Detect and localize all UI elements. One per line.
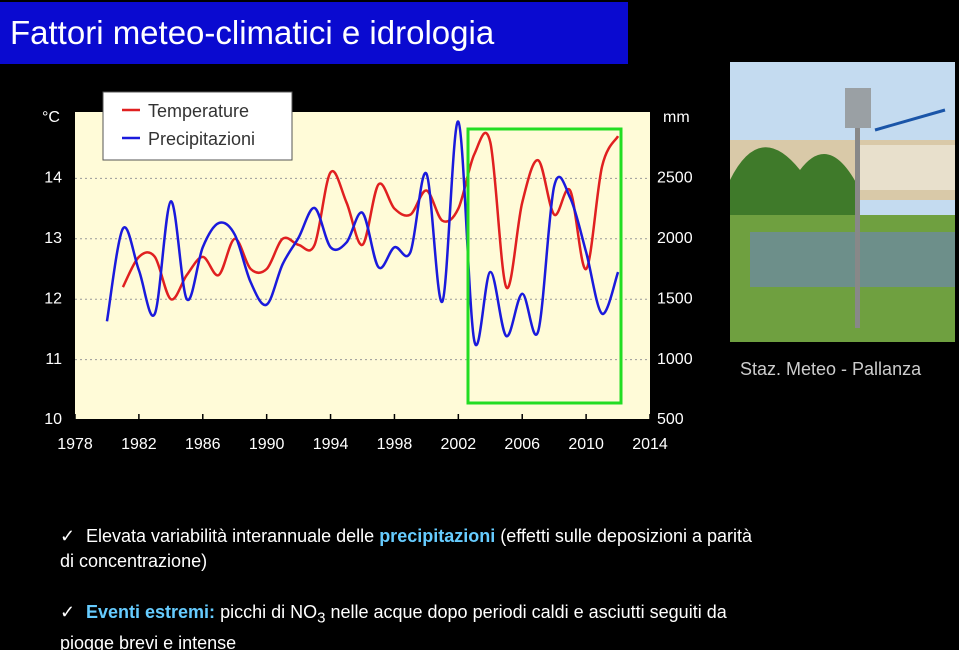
y-tick-label: 12 xyxy=(44,290,62,307)
y-tick-label: 13 xyxy=(44,230,62,247)
series-line xyxy=(121,131,620,301)
y-tick-label: 11 xyxy=(45,351,62,368)
bullet-highlight: Eventi estremi: xyxy=(86,602,216,622)
y2-axis-label: mm xyxy=(663,109,690,126)
bullet-text: Elevata variabilità interannuale delle xyxy=(86,526,380,546)
x-tick-label: 1990 xyxy=(249,436,285,453)
y-tick-label: 10 xyxy=(44,411,62,428)
bullet-text: picchi di NO xyxy=(215,602,318,622)
bullet-text: nelle acque dopo periodi caldi e asciutt… xyxy=(325,602,727,622)
x-tick-label: 1998 xyxy=(377,436,413,453)
bullet-text: piogge brevi e intense xyxy=(60,632,237,650)
photo xyxy=(730,62,955,342)
y2-tick-label: 500 xyxy=(657,411,684,428)
x-tick-label: 2014 xyxy=(632,436,668,453)
legend-label: Precipitazioni xyxy=(148,129,255,149)
legend-label: Temperature xyxy=(148,101,249,121)
y2-tick-label: 1500 xyxy=(657,290,693,307)
bullet: ✓ Elevata variabilità interannuale delle … xyxy=(60,526,753,571)
y-axis-label: °C xyxy=(42,109,60,126)
y-tick-label: 14 xyxy=(44,170,62,187)
slide-title: Fattori meteo-climatici e idrologia xyxy=(0,2,628,64)
x-tick-label: 2006 xyxy=(504,436,540,453)
plot-area xyxy=(75,112,650,420)
x-tick-label: 1994 xyxy=(313,436,349,453)
bullet-text: (effetti sulle deposizioni a parità xyxy=(495,526,753,546)
highlight-box xyxy=(466,127,623,405)
series-line xyxy=(105,120,620,347)
legend xyxy=(102,91,293,161)
x-tick-label: 1986 xyxy=(185,436,221,453)
x-tick-label: 1978 xyxy=(57,436,93,453)
x-tick-label: 1982 xyxy=(121,436,157,453)
y2-tick-label: 2500 xyxy=(657,170,693,187)
y2-tick-label: 2000 xyxy=(657,230,693,247)
bullet-highlight: precipitazioni xyxy=(379,526,496,546)
bullet: ✓ Eventi estremi: picchi di NO3 nelle acq… xyxy=(60,600,727,650)
x-tick-label: 2010 xyxy=(568,436,604,453)
x-tick-label: 2002 xyxy=(441,436,477,453)
subscript: 3 xyxy=(317,609,326,627)
y2-tick-label: 1000 xyxy=(657,351,693,368)
photo-caption: Staz. Meteo - Pallanza xyxy=(740,359,922,379)
bullet-text: di concentrazione) xyxy=(60,551,208,571)
